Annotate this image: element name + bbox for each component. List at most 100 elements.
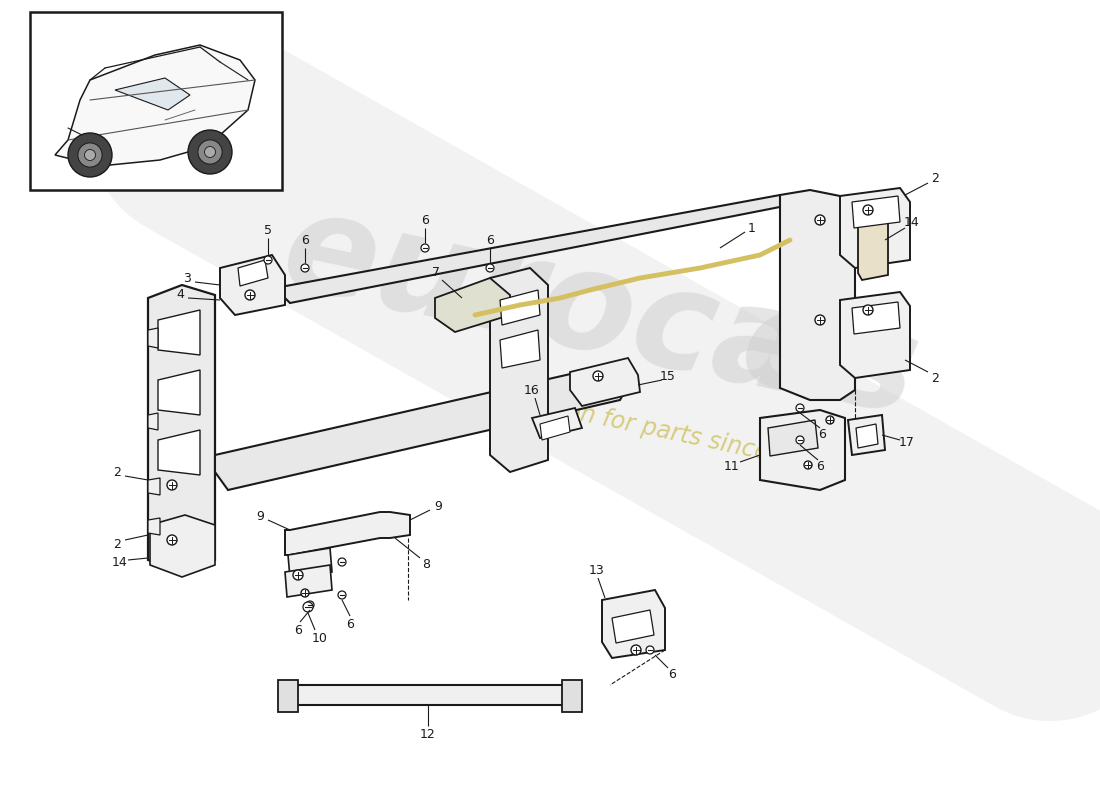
Polygon shape xyxy=(840,188,910,268)
Bar xyxy=(30,12,282,190)
Circle shape xyxy=(85,150,96,161)
Text: 6: 6 xyxy=(668,667,675,681)
Circle shape xyxy=(245,290,255,300)
Polygon shape xyxy=(158,310,200,355)
Polygon shape xyxy=(434,278,510,332)
Polygon shape xyxy=(562,680,582,712)
Text: 2: 2 xyxy=(113,466,121,479)
Polygon shape xyxy=(490,268,548,472)
Polygon shape xyxy=(768,420,818,456)
Polygon shape xyxy=(852,302,900,334)
Text: 2: 2 xyxy=(931,371,939,385)
Polygon shape xyxy=(116,78,190,110)
Circle shape xyxy=(826,416,834,424)
Circle shape xyxy=(306,601,313,609)
Polygon shape xyxy=(238,260,268,286)
Text: 3: 3 xyxy=(183,271,191,285)
Circle shape xyxy=(78,143,102,167)
Polygon shape xyxy=(285,565,332,597)
Polygon shape xyxy=(570,358,640,406)
Text: 13: 13 xyxy=(590,563,605,577)
Polygon shape xyxy=(840,292,910,378)
Polygon shape xyxy=(852,196,900,228)
Circle shape xyxy=(188,130,232,174)
Circle shape xyxy=(631,645,641,655)
Circle shape xyxy=(68,133,112,177)
Circle shape xyxy=(167,480,177,490)
Circle shape xyxy=(301,589,309,597)
Text: 9: 9 xyxy=(434,499,442,513)
Polygon shape xyxy=(148,478,159,495)
Circle shape xyxy=(338,591,346,599)
Circle shape xyxy=(198,140,222,164)
Circle shape xyxy=(815,315,825,325)
Text: a passion for parts since 1985: a passion for parts since 1985 xyxy=(483,381,837,479)
Polygon shape xyxy=(856,424,878,448)
Circle shape xyxy=(205,146,216,158)
Circle shape xyxy=(338,558,346,566)
Text: 4: 4 xyxy=(176,289,184,302)
Polygon shape xyxy=(278,680,298,712)
Polygon shape xyxy=(602,590,666,658)
Circle shape xyxy=(646,646,654,654)
Polygon shape xyxy=(158,370,200,415)
Text: 15: 15 xyxy=(660,370,675,383)
Text: 12: 12 xyxy=(420,727,436,741)
Text: 14: 14 xyxy=(904,217,920,230)
Polygon shape xyxy=(500,330,540,368)
Text: 6: 6 xyxy=(301,234,309,246)
Text: 14: 14 xyxy=(112,555,128,569)
Polygon shape xyxy=(858,205,888,280)
Text: 9: 9 xyxy=(256,510,264,522)
Text: 6: 6 xyxy=(816,461,824,474)
Circle shape xyxy=(421,244,429,252)
Circle shape xyxy=(167,535,177,545)
Polygon shape xyxy=(214,365,630,490)
Text: 2: 2 xyxy=(113,538,121,551)
Text: 6: 6 xyxy=(818,429,826,442)
Circle shape xyxy=(796,404,804,412)
Text: 6: 6 xyxy=(421,214,429,226)
Polygon shape xyxy=(220,255,285,315)
Text: 6: 6 xyxy=(346,618,354,630)
Polygon shape xyxy=(55,45,255,165)
Text: 11: 11 xyxy=(724,459,740,473)
Text: 6: 6 xyxy=(486,234,494,246)
Circle shape xyxy=(796,436,804,444)
Polygon shape xyxy=(760,410,845,490)
Polygon shape xyxy=(612,610,654,643)
Text: 10: 10 xyxy=(312,631,328,645)
Polygon shape xyxy=(158,430,200,475)
Text: es: es xyxy=(729,275,931,445)
Polygon shape xyxy=(148,518,159,535)
Polygon shape xyxy=(288,548,332,578)
Polygon shape xyxy=(148,285,214,572)
Polygon shape xyxy=(540,416,570,440)
Text: 5: 5 xyxy=(264,223,272,237)
Text: 1: 1 xyxy=(748,222,756,234)
Polygon shape xyxy=(148,413,158,430)
Circle shape xyxy=(293,570,303,580)
Text: 17: 17 xyxy=(899,437,915,450)
Text: eurocar: eurocar xyxy=(272,182,889,438)
Text: 7: 7 xyxy=(432,266,440,279)
Polygon shape xyxy=(532,408,582,438)
Text: 2: 2 xyxy=(931,171,939,185)
Polygon shape xyxy=(285,512,410,555)
Circle shape xyxy=(804,461,812,469)
Text: 8: 8 xyxy=(422,558,430,570)
Circle shape xyxy=(301,264,309,272)
Polygon shape xyxy=(295,685,565,705)
Polygon shape xyxy=(780,190,855,400)
Circle shape xyxy=(486,264,494,272)
Circle shape xyxy=(264,256,272,264)
Polygon shape xyxy=(848,415,886,455)
Circle shape xyxy=(864,205,873,215)
Circle shape xyxy=(864,305,873,315)
Text: 6: 6 xyxy=(294,623,301,637)
Circle shape xyxy=(593,371,603,381)
Text: 16: 16 xyxy=(524,383,540,397)
Polygon shape xyxy=(500,290,540,325)
Circle shape xyxy=(815,215,825,225)
Circle shape xyxy=(302,602,313,612)
